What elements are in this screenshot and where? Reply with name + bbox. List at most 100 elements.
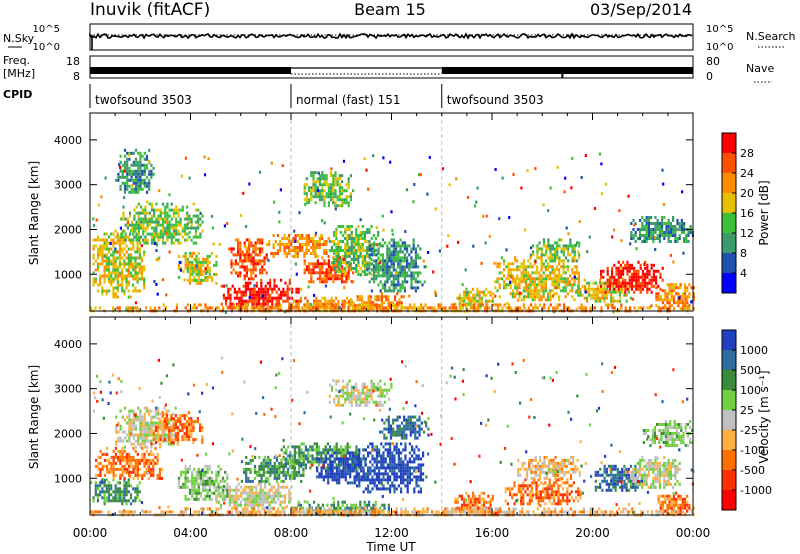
heatmap-cell (533, 271, 536, 275)
heatmap-cell (166, 223, 169, 227)
heatmap-cell (395, 268, 398, 272)
heatmap-cell (361, 249, 364, 252)
heatmap-cell (123, 449, 126, 453)
heatmap-cell (164, 232, 167, 236)
heatmap-cell (310, 268, 313, 272)
heatmap-cell (132, 436, 135, 440)
heatmap-cell (333, 261, 336, 264)
heatmap-cell (335, 228, 338, 231)
heatmap-cell (314, 240, 317, 243)
heatmap-cell (312, 271, 315, 275)
heatmap-cell (134, 427, 138, 431)
heatmap-cell (555, 265, 558, 269)
heatmap-cell (143, 470, 146, 474)
nsearch-label: N.Search (746, 30, 796, 43)
heatmap-cell (323, 306, 326, 310)
heatmap-cell (249, 470, 252, 474)
heatmap-cell (274, 252, 277, 255)
heatmap-cell (330, 264, 334, 267)
heatmap-cell (132, 190, 135, 194)
heatmap-cell (562, 259, 565, 263)
heatmap-cell (531, 289, 534, 293)
heatmap-cell (196, 420, 199, 424)
heatmap-cell (652, 222, 655, 225)
heatmap-cell (588, 290, 591, 294)
heatmap-cell (334, 183, 337, 187)
heatmap-cell (94, 244, 97, 248)
heatmap-cell (132, 256, 135, 260)
heatmap-cell (564, 265, 567, 269)
heatmap-cell (644, 260, 647, 264)
heatmap-cell (617, 281, 620, 285)
heatmap-cell (235, 485, 238, 489)
heatmap-cell (542, 292, 545, 296)
heatmap-cell (128, 157, 131, 161)
heatmap-cell (190, 226, 193, 230)
heatmap-cell (278, 210, 281, 214)
heatmap-cell (139, 226, 143, 230)
heatmap-cell (410, 271, 413, 275)
heatmap-cell (155, 241, 158, 245)
heatmap-cell (125, 244, 128, 248)
heatmap-cell (664, 295, 667, 299)
heatmap-cell (265, 243, 269, 246)
heatmap-cell (392, 289, 395, 293)
heatmap-cell (177, 420, 180, 424)
heatmap-cell (184, 470, 187, 474)
heatmap-cell (150, 205, 154, 209)
heatmap-cell (122, 229, 125, 233)
heatmap-cell (161, 429, 164, 433)
heatmap-cell (455, 306, 458, 310)
heatmap-cell (110, 274, 113, 278)
heatmap-cell (143, 241, 146, 245)
heatmap-cell (412, 238, 415, 242)
heatmap-cell (103, 452, 106, 456)
heatmap-cell (675, 301, 678, 305)
heatmap-cell (356, 295, 359, 299)
heatmap-cell (231, 302, 234, 306)
heatmap-cell (388, 241, 391, 245)
heatmap-cell (201, 441, 204, 445)
heatmap-cell (558, 286, 561, 290)
heatmap-cell (316, 265, 319, 269)
heatmap-cell (222, 296, 225, 300)
heatmap-cell (116, 274, 119, 278)
heatmap-cell (350, 231, 353, 234)
heatmap-cell (518, 277, 521, 281)
heatmap-cell (337, 264, 340, 267)
heatmap-cell (143, 464, 146, 468)
heatmap-cell (556, 247, 559, 251)
heatmap-cell (125, 490, 128, 494)
heatmap-cell (136, 271, 139, 275)
heatmap-cell (367, 306, 370, 310)
heatmap-cell (589, 306, 592, 310)
heatmap-cell (644, 266, 647, 270)
heatmap-cell (161, 223, 165, 227)
heatmap-cell (383, 295, 386, 299)
heatmap-cell (674, 234, 677, 237)
heatmap-cell (141, 427, 144, 431)
heatmap-cell (266, 293, 269, 297)
heatmap-cell (652, 272, 655, 276)
heatmap-cell (184, 306, 187, 310)
heatmap-cell (330, 186, 333, 190)
heatmap-cell (255, 491, 258, 495)
heatmap-cell (536, 306, 539, 310)
heatmap-cell (282, 293, 285, 297)
heatmap-cell (648, 269, 651, 273)
heatmap-cell (127, 289, 130, 293)
heatmap-cell (239, 259, 242, 263)
heatmap-cell (650, 231, 653, 234)
heatmap-cell (377, 274, 380, 278)
heatmap-cell (195, 264, 198, 268)
heatmap-cell (100, 247, 103, 251)
heatmap-cell (161, 432, 164, 436)
heatmap-cell (305, 243, 308, 246)
heatmap-cell (225, 299, 228, 303)
heatmap-cell (304, 203, 307, 206)
heatmap-cell (134, 250, 137, 254)
heatmap-cell (558, 277, 561, 281)
heatmap-cell (94, 280, 97, 284)
heatmap-cell (261, 500, 264, 504)
heatmap-cell (130, 187, 133, 191)
